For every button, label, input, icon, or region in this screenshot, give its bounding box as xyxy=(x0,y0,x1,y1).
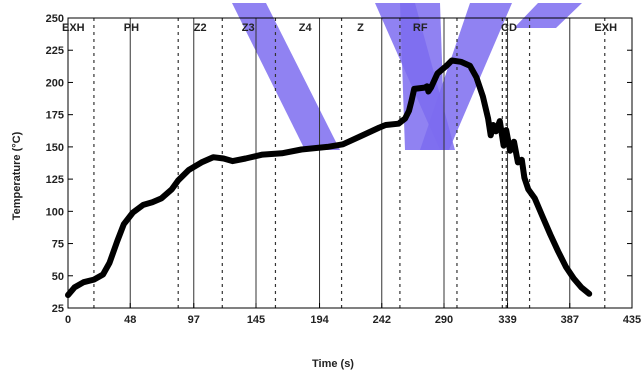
x-tick-label: 339 xyxy=(498,314,516,326)
x-tick-label: 435 xyxy=(623,314,641,326)
zone-label: Z2 xyxy=(194,22,207,34)
y-tick-label: 100 xyxy=(46,206,64,218)
zone-label: EXH xyxy=(594,22,617,34)
x-tick-label: 387 xyxy=(561,314,579,326)
zone-labels: EXH PH Z2 Z3 Z4 Z RF CD EXH xyxy=(62,22,617,34)
y-tick-label: 25 xyxy=(52,303,64,315)
watermark-stroke xyxy=(514,3,582,28)
x-tick-label: 97 xyxy=(188,314,200,326)
zone-label: EXH xyxy=(62,22,85,34)
zone-label: RF xyxy=(413,22,428,34)
zone-label: Z4 xyxy=(299,22,313,34)
zone-label: PH xyxy=(124,22,139,34)
y-tick-label: 250 xyxy=(46,13,64,25)
y-tick-label: 50 xyxy=(52,271,64,283)
y-axis-ticks: 25 50 75 100 125 150 175 200 225 250 xyxy=(46,13,632,315)
x-axis-title: Time (s) xyxy=(312,358,354,370)
watermark-stroke xyxy=(420,3,512,150)
y-tick-label: 125 xyxy=(46,174,64,186)
plot-frame xyxy=(67,17,633,309)
x-tick-label: 145 xyxy=(247,314,265,326)
zone-label: Z3 xyxy=(242,22,255,34)
zone-label: Z xyxy=(357,22,364,34)
plot-area xyxy=(65,3,633,309)
y-tick-label: 200 xyxy=(46,77,64,89)
zone-label: CD xyxy=(501,22,517,34)
x-tick-label: 0 xyxy=(65,314,71,326)
y-axis-title: Temperature (°C) xyxy=(11,131,23,220)
x-tick-label: 242 xyxy=(373,314,391,326)
y-tick-label: 175 xyxy=(46,110,64,122)
x-tick-label: 290 xyxy=(435,314,453,326)
y-tick-label: 225 xyxy=(46,45,64,57)
plot-background xyxy=(68,18,632,308)
y-tick-label: 75 xyxy=(52,239,64,251)
temperature-profile-line xyxy=(65,57,593,299)
x-tick-label: 48 xyxy=(124,314,136,326)
x-tick-label: 194 xyxy=(310,314,329,326)
x-axis-ticks: 0 48 97 145 194 242 290 339 387 435 xyxy=(65,303,641,326)
y-tick-label: 150 xyxy=(46,142,64,154)
watermark-stroke xyxy=(232,3,340,150)
